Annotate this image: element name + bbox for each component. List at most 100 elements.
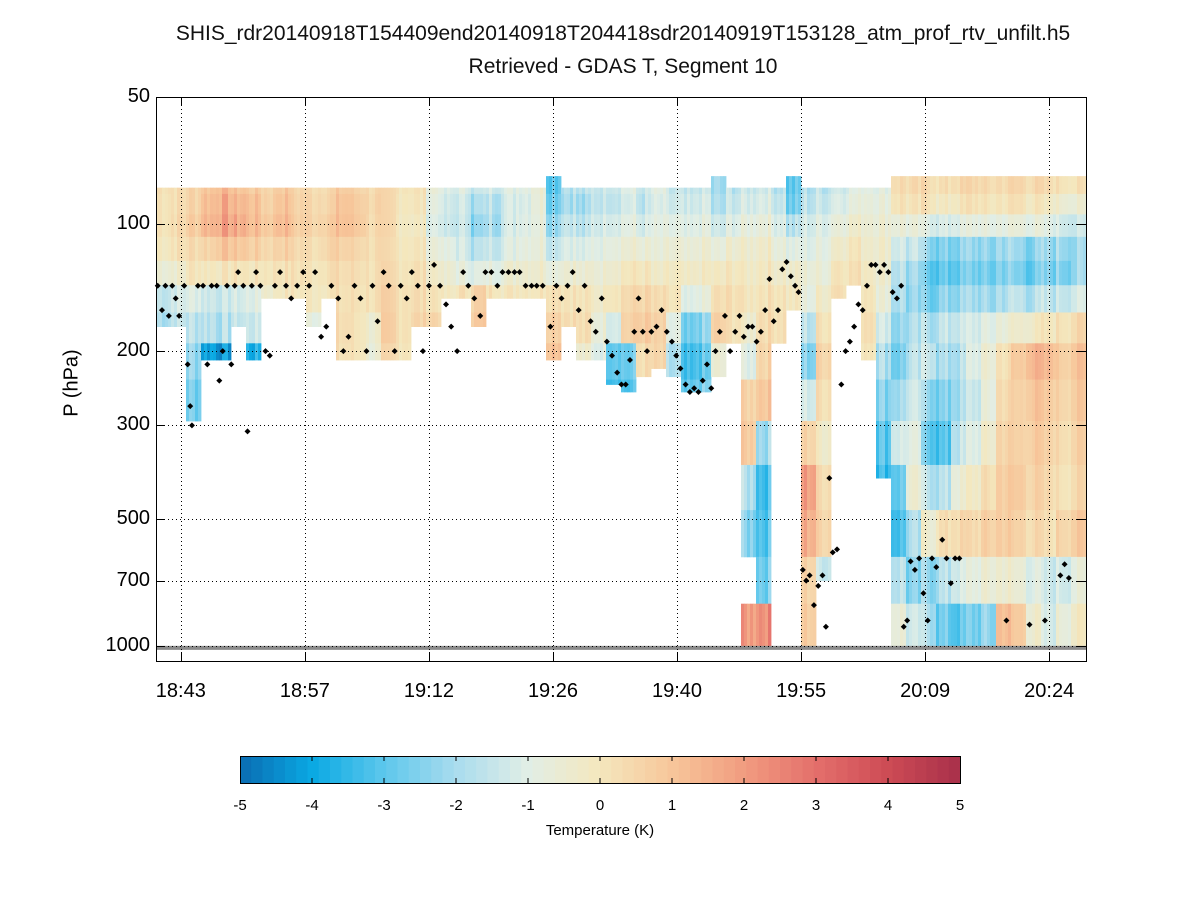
heatmap-cell (264, 236, 268, 262)
heatmap-cell (981, 260, 985, 286)
heatmap-cell (648, 343, 652, 378)
heatmap-cell (987, 343, 991, 380)
heatmap-cell (858, 236, 862, 262)
heatmap-cell (897, 603, 901, 647)
heatmap-cell (630, 379, 634, 393)
colorbar-segment (386, 756, 398, 783)
heatmap-cell (417, 187, 421, 195)
heatmap-cell (765, 464, 769, 511)
heatmap-cell (846, 214, 850, 238)
heatmap-cell (609, 379, 613, 385)
heatmap-cell (336, 214, 340, 238)
heatmap-cell (768, 510, 772, 558)
heatmap-cell (1080, 556, 1084, 605)
heatmap-cell (879, 214, 883, 238)
heatmap-cell (1011, 312, 1015, 344)
heatmap-cell (240, 187, 244, 195)
cloud-top-marker (826, 475, 833, 482)
heatmap-cell (1023, 343, 1027, 380)
heatmap-cell (894, 343, 898, 380)
heatmap-cell (432, 260, 436, 286)
heatmap-cell (417, 312, 421, 327)
colorbar-segment (915, 756, 927, 783)
heatmap-cell (372, 187, 376, 195)
heatmap-cell (288, 260, 292, 286)
heatmap-cell (561, 260, 565, 286)
heatmap-cell (915, 260, 919, 286)
heatmap-cell (981, 556, 985, 605)
colorbar-segment (746, 756, 758, 783)
heatmap-cell (456, 193, 460, 215)
heatmap-cell (423, 236, 427, 262)
heatmap-cell (996, 214, 1000, 238)
heatmap-cell (264, 187, 268, 195)
heatmap-cell (198, 236, 202, 262)
heatmap-cell (294, 193, 298, 215)
heatmap-cell (468, 214, 472, 238)
heatmap-cell (486, 260, 490, 286)
heatmap-cell (471, 187, 475, 195)
heatmap-cell (759, 312, 763, 344)
heatmap-cell (477, 214, 481, 238)
heatmap-cell (702, 260, 706, 286)
heatmap-cell (987, 176, 991, 195)
heatmap-cell (423, 260, 427, 286)
heatmap-cell (279, 187, 283, 195)
heatmap-cell (348, 260, 352, 286)
heatmap-cell (765, 556, 769, 605)
heatmap-cell (864, 193, 868, 215)
heatmap-cell (990, 379, 994, 422)
heatmap-cell (387, 214, 391, 238)
heatmap-cell (216, 285, 220, 313)
heatmap-cell (753, 421, 757, 466)
heatmap-cell (294, 187, 298, 195)
heatmap-cell (816, 312, 820, 344)
colorbar-tick-label: -5 (233, 797, 247, 814)
heatmap-cell (243, 236, 247, 262)
heatmap-cell (969, 603, 973, 647)
heatmap-cell (663, 260, 667, 286)
heatmap-cell (546, 214, 550, 238)
heatmap-cell (621, 343, 625, 380)
heatmap-cell (357, 193, 361, 215)
heatmap-cell (429, 236, 433, 262)
heatmap-cell (741, 193, 745, 215)
heatmap-cell (681, 214, 685, 238)
heatmap-cell (825, 214, 829, 238)
heatmap-cell (384, 343, 388, 361)
cloud-top-marker (240, 282, 247, 289)
heatmap-cell (336, 193, 340, 215)
heatmap-cell (765, 285, 769, 313)
heatmap-cell (414, 260, 418, 286)
heatmap-cell (372, 214, 376, 238)
heatmap-cell (606, 260, 610, 286)
heatmap-cell (438, 214, 442, 238)
heatmap-cell (189, 312, 193, 344)
heatmap-cell (861, 236, 865, 262)
heatmap-cell (924, 421, 928, 466)
heatmap-cell (861, 343, 865, 361)
heatmap-cell (954, 379, 958, 422)
heatmap-cell (840, 285, 844, 299)
heatmap-cell (480, 193, 484, 215)
heatmap-cell (618, 285, 622, 313)
colorbar-segment (881, 756, 893, 783)
heatmap-cell (759, 187, 763, 195)
heatmap-cell (651, 260, 655, 286)
heatmap-cell (177, 193, 181, 215)
cloud-top-marker (419, 348, 426, 355)
heatmap-cell (681, 236, 685, 262)
cloud-top-marker (488, 269, 495, 276)
heatmap-cell (714, 260, 718, 286)
heatmap-cell (774, 236, 778, 262)
heatmap-cell (519, 193, 523, 215)
heatmap-cell (855, 260, 859, 286)
heatmap-cell (891, 260, 895, 286)
heatmap-cell (951, 260, 955, 286)
heatmap-cell (1026, 556, 1030, 605)
heatmap-cell (1080, 285, 1084, 313)
heatmap-cell (621, 236, 625, 262)
heatmap-cell (345, 193, 349, 215)
heatmap-cell (243, 312, 247, 327)
heatmap-cell (435, 193, 439, 215)
